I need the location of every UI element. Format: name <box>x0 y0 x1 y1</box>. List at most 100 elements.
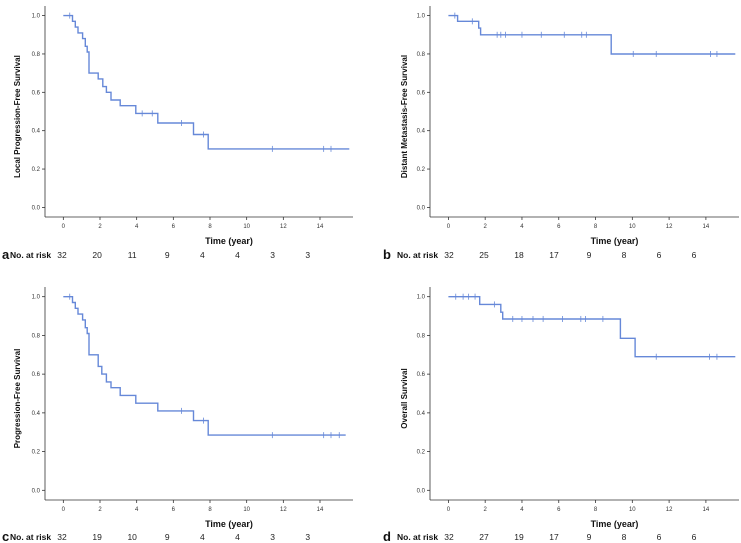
panel-c: 0.0 0.2 0.4 0.6 0.8 1.0 0 2 4 6 8 10 12 14 Time (year)… <box>2 287 353 543</box>
y-tick-label: 0.0 <box>32 488 41 494</box>
y-tick-label: 0.2 <box>417 167 426 173</box>
at-risk-count: 6 <box>657 532 662 542</box>
y-tick-label: 0.0 <box>32 205 41 211</box>
at-risk-count: 19 <box>514 532 524 542</box>
y-tick-label: 0.4 <box>32 411 41 417</box>
y-tick-label: 0.4 <box>417 129 426 135</box>
y-tick-label: 1.0 <box>417 14 426 20</box>
y-tick-label: 0.2 <box>32 450 41 456</box>
x-tick-label: 8 <box>594 224 598 230</box>
y-tick-label: 1.0 <box>32 14 41 20</box>
at-risk-count: 17 <box>549 532 559 542</box>
at-risk-count: 10 <box>127 532 137 542</box>
y-tick-label: 0.4 <box>32 129 41 135</box>
x-tick-label: 8 <box>594 507 598 513</box>
survival-curve <box>63 296 346 436</box>
x-tick-label: 4 <box>520 507 524 513</box>
y-tick-label: 0.4 <box>417 411 426 417</box>
at-risk-count: 32 <box>444 532 454 542</box>
panel-letter: d <box>383 529 391 543</box>
x-tick-label: 12 <box>666 224 673 230</box>
at-risk-count: 6 <box>657 250 662 260</box>
at-risk-count: 4 <box>235 250 240 260</box>
x-tick-label: 2 <box>484 224 488 230</box>
y-tick-label: 0.8 <box>417 52 426 58</box>
at-risk-count: 9 <box>165 250 170 260</box>
y-tick-label: 1.0 <box>417 295 426 301</box>
y-axis-title: Distant Metastasis-Free Survival <box>400 55 409 178</box>
at-risk-count: 18 <box>514 250 524 260</box>
x-axis-title: Time (year) <box>205 236 253 246</box>
panel-letter: b <box>383 247 391 262</box>
x-tick-label: 0 <box>447 507 451 513</box>
at-risk-count: 4 <box>235 532 240 542</box>
y-axis-title: Local Progression-Free Survival <box>13 55 22 178</box>
at-risk-count: 27 <box>479 532 489 542</box>
y-tick-label: 0.6 <box>32 372 41 378</box>
x-tick-label: 2 <box>484 507 488 513</box>
at-risk-count: 17 <box>549 250 559 260</box>
x-tick-label: 10 <box>629 224 636 230</box>
x-axis-title: Time (year) <box>591 236 639 246</box>
at-risk-title: No. at risk <box>397 532 438 542</box>
at-risk-count: 9 <box>587 250 592 260</box>
y-axis-title: Progression-Free Survival <box>13 349 22 449</box>
x-tick-label: 14 <box>317 224 324 230</box>
at-risk-count: 32 <box>57 532 67 542</box>
panel-a: 0.0 0.2 0.4 0.6 0.8 1.0 0 2 4 6 8 10 12 14 Time (year)… <box>2 6 353 262</box>
x-tick-label: 12 <box>280 507 287 513</box>
x-tick-label: 2 <box>98 224 102 230</box>
x-tick-label: 12 <box>280 224 287 230</box>
x-tick-label: 6 <box>172 507 176 513</box>
at-risk-count: 25 <box>479 250 489 260</box>
at-risk-count: 3 <box>305 250 310 260</box>
y-tick-label: 0.8 <box>32 52 41 58</box>
x-tick-label: 0 <box>447 224 451 230</box>
survival-curve <box>448 14 736 55</box>
y-tick-label: 0.6 <box>417 372 426 378</box>
x-tick-label: 14 <box>703 224 710 230</box>
at-risk-count: 19 <box>92 532 102 542</box>
x-axis-title: Time (year) <box>205 519 253 529</box>
at-risk-count: 32 <box>444 250 454 260</box>
y-tick-label: 0.8 <box>32 333 41 339</box>
survival-curve <box>448 296 736 358</box>
x-tick-label: 6 <box>172 224 176 230</box>
x-tick-label: 10 <box>243 507 250 513</box>
at-risk-count: 8 <box>622 532 627 542</box>
at-risk-count: 3 <box>305 532 310 542</box>
panel-b: 0.0 0.2 0.4 0.6 0.8 1.0 0 2 4 6 8 10 12 14 Time (year)… <box>383 6 739 262</box>
y-axis-title: Overall Survival <box>400 368 409 428</box>
y-tick-label: 0.6 <box>417 90 426 96</box>
at-risk-count: 32 <box>57 250 67 260</box>
x-tick-label: 4 <box>135 507 139 513</box>
at-risk-count: 3 <box>270 250 275 260</box>
x-tick-label: 14 <box>317 507 324 513</box>
at-risk-count: 11 <box>128 250 137 260</box>
panel-d: 0.0 0.2 0.4 0.6 0.8 1.0 0 2 4 6 8 10 12 14 Time (year)… <box>383 287 739 543</box>
survival-curve <box>63 14 350 150</box>
at-risk-count: 20 <box>92 250 102 260</box>
x-tick-label: 12 <box>666 507 673 513</box>
at-risk-title: No. at risk <box>397 250 438 260</box>
at-risk-count: 9 <box>587 532 592 542</box>
at-risk-title: No. at risk <box>10 250 51 260</box>
y-tick-label: 0.2 <box>417 450 426 456</box>
x-tick-label: 4 <box>135 224 139 230</box>
y-tick-label: 0.8 <box>417 333 426 339</box>
panel-letter: c <box>2 529 9 543</box>
at-risk-count: 4 <box>200 532 205 542</box>
x-tick-label: 6 <box>557 224 561 230</box>
y-tick-label: 0.0 <box>417 205 426 211</box>
panel-letter: a <box>2 247 10 262</box>
x-tick-label: 0 <box>62 224 66 230</box>
x-tick-label: 14 <box>703 507 710 513</box>
at-risk-count: 3 <box>270 532 275 542</box>
at-risk-count: 8 <box>622 250 627 260</box>
x-tick-label: 0 <box>62 507 66 513</box>
x-tick-label: 2 <box>98 507 102 513</box>
at-risk-count: 6 <box>692 532 697 542</box>
x-tick-label: 6 <box>557 507 561 513</box>
x-tick-label: 8 <box>208 224 212 230</box>
